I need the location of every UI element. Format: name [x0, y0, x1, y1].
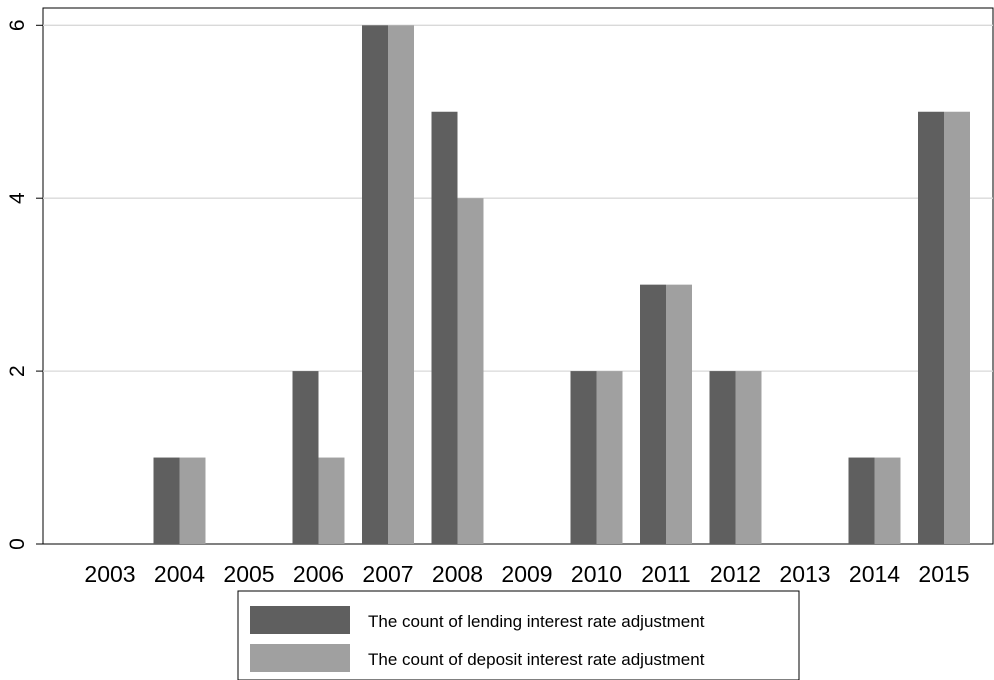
bar-deposit-2012 [735, 371, 762, 544]
legend-swatch-lending [250, 606, 350, 634]
grid-lines [43, 24, 993, 372]
x-tick-label: 2014 [849, 561, 900, 587]
bar-deposit-2007 [388, 25, 414, 544]
legend-label-deposit: The count of deposit interest rate adjus… [368, 650, 705, 669]
x-tick-label: 2012 [710, 561, 761, 587]
bar-deposit-2011 [666, 284, 692, 544]
bar-deposit-2006 [318, 457, 345, 544]
bar-deposit-2015 [944, 111, 970, 544]
legend: The count of lending interest rate adjus… [237, 590, 800, 680]
y-tick-label: 0 [6, 538, 29, 550]
bar-lending-2014 [848, 457, 875, 544]
bar-deposit-2004 [179, 457, 206, 544]
x-tick-label: 2006 [293, 561, 344, 587]
bar-lending-2015 [918, 111, 944, 544]
bar-lending-2006 [292, 371, 319, 544]
x-tick-label: 2011 [641, 561, 690, 587]
bar-lending-2011 [640, 284, 666, 544]
x-tick-label: 2010 [571, 561, 622, 587]
bars [153, 25, 970, 544]
y-tick-label: 6 [6, 19, 29, 31]
bar-lending-2010 [570, 371, 597, 544]
plot-area [42, 7, 994, 545]
x-tick-label: 2013 [779, 561, 830, 587]
x-tick-label: 2015 [918, 561, 969, 587]
x-tick-label: 2008 [432, 561, 483, 587]
y-axis: 0 2 4 6 [6, 19, 43, 550]
x-tick-label: 2005 [223, 561, 274, 587]
bar-deposit-2010 [596, 371, 623, 544]
y-tick-label: 4 [6, 192, 29, 204]
bar-lending-2008 [431, 111, 458, 544]
bar-lending-2004 [153, 457, 180, 544]
x-tick-label: 2003 [84, 561, 135, 587]
x-tick-label: 2004 [154, 561, 205, 587]
bar-lending-2012 [709, 371, 736, 544]
x-axis: 2003 2004 2005 2006 2007 2008 2009 2010 2011 2012… [84, 561, 969, 587]
legend-swatch-deposit [250, 644, 350, 672]
x-tick-label: 2007 [362, 561, 413, 587]
bar-deposit-2008 [457, 198, 484, 544]
bar-deposit-2014 [874, 457, 901, 544]
y-tick-label: 2 [6, 365, 29, 377]
x-tick-label: 2009 [501, 561, 552, 587]
legend-label-lending: The count of lending interest rate adjus… [368, 612, 705, 631]
bar-lending-2007 [362, 25, 388, 544]
